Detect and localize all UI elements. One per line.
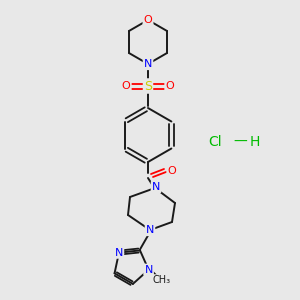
- Text: N: N: [146, 225, 154, 235]
- Text: O: O: [122, 81, 130, 91]
- Text: N: N: [144, 265, 153, 275]
- Text: N: N: [152, 182, 160, 192]
- Text: —: —: [233, 135, 247, 149]
- Text: O: O: [166, 81, 174, 91]
- Text: CH₃: CH₃: [152, 275, 171, 285]
- Text: O: O: [168, 166, 176, 176]
- Text: S: S: [144, 80, 152, 92]
- Text: N: N: [115, 248, 123, 258]
- Text: H: H: [250, 135, 260, 149]
- Text: N: N: [144, 59, 152, 69]
- Text: O: O: [144, 15, 152, 25]
- Text: Cl: Cl: [208, 135, 222, 149]
